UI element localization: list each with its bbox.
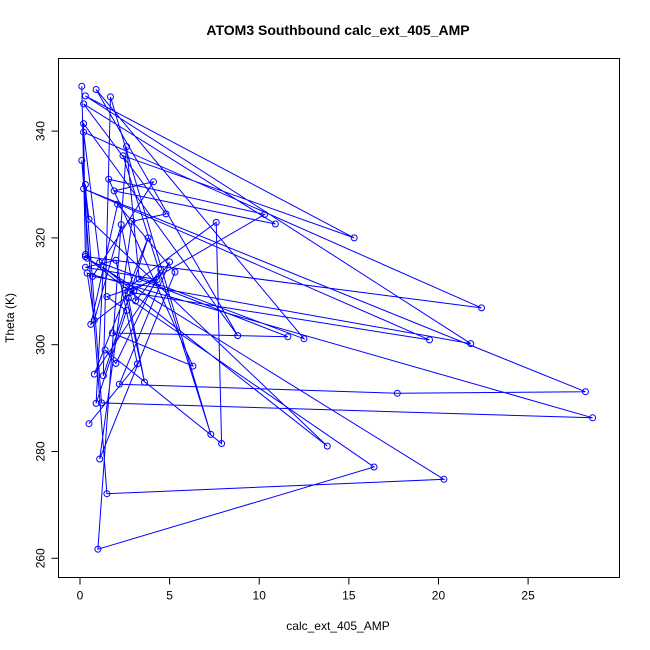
data-point [99,263,107,271]
x-tick-label: 25 [521,589,535,603]
data-point [218,440,226,447]
data-point [207,430,215,438]
data-point [467,340,475,348]
data-point [92,86,100,93]
data-point [133,360,141,368]
y-tick-label: 300 [34,334,48,354]
data-point [112,256,120,264]
data-point [119,152,127,160]
data-point [101,346,109,354]
data-point [103,293,111,301]
data-point [350,234,358,242]
data-point [107,93,114,101]
data-point [81,253,89,261]
data-point [108,329,116,337]
data-point [300,335,308,343]
data-point [98,399,105,407]
x-tick-label: 20 [432,589,446,603]
data-point [189,362,197,370]
data-point [153,276,161,284]
data-point [128,217,136,225]
data-point [132,297,140,305]
y-axis-label: Theta (K) [3,293,17,343]
x-tick-label: 10 [253,589,267,603]
data-point [393,389,401,397]
data-point [81,251,89,258]
x-axis: 0 5 10 15 20 25 [77,577,535,603]
data-point [117,221,125,229]
data-point [85,215,93,223]
y-axis: 260 280 300 320 340 [34,121,59,568]
chart-title: ATOM3 Southbound calc_ext_405_AMP [206,22,469,38]
y-tick-label: 260 [34,548,48,568]
data-point [81,92,89,100]
data-point [284,333,292,341]
data-point [83,254,91,262]
data-point [89,272,97,280]
y-tick-label: 320 [34,228,48,248]
data-point [96,259,104,266]
data-point [94,545,102,553]
data-point [150,178,157,186]
data-point [130,287,138,295]
data-point [105,175,113,183]
data-point [323,442,331,450]
data-point [114,200,122,208]
data-point [112,359,120,367]
data-point [166,258,174,266]
data-point [80,185,88,193]
data-point [589,414,597,422]
data-point [581,388,589,396]
y-tick-label: 340 [34,121,48,141]
plot-frame [58,58,620,578]
data-point [96,455,104,463]
series-line [81,86,593,550]
x-axis-label: calc_ext_405_AMP [286,619,389,633]
data-point [99,372,107,380]
data-point [90,370,98,378]
x-tick-label: 5 [166,589,173,603]
data-point [212,218,220,226]
data-point [110,187,118,195]
data-point [103,490,111,498]
data-point [440,475,448,483]
data-point [90,316,98,324]
data-point [85,420,93,428]
data-point [80,128,88,136]
data-point [115,380,123,388]
data-point [81,263,89,271]
data-point [80,100,88,108]
data-point [80,120,88,128]
data-point [135,275,143,283]
data-point [123,307,131,314]
data-point [271,220,279,228]
data-series [78,82,597,553]
data-point [171,268,179,276]
data-point [234,332,242,340]
data-point [144,234,152,242]
data-point [81,181,89,188]
x-tick-label: 15 [342,589,356,603]
data-point [78,157,86,164]
data-point [92,399,100,407]
data-point [141,378,148,386]
data-point [87,320,95,328]
data-point [261,210,269,218]
data-point [162,210,170,218]
data-point [426,336,433,344]
data-point [370,463,378,471]
data-point [157,266,165,274]
data-point [123,143,131,151]
x-tick-label: 0 [77,589,84,603]
data-point [78,82,86,90]
y-tick-label: 280 [34,441,48,461]
data-point [478,304,485,312]
data-point [126,288,134,296]
